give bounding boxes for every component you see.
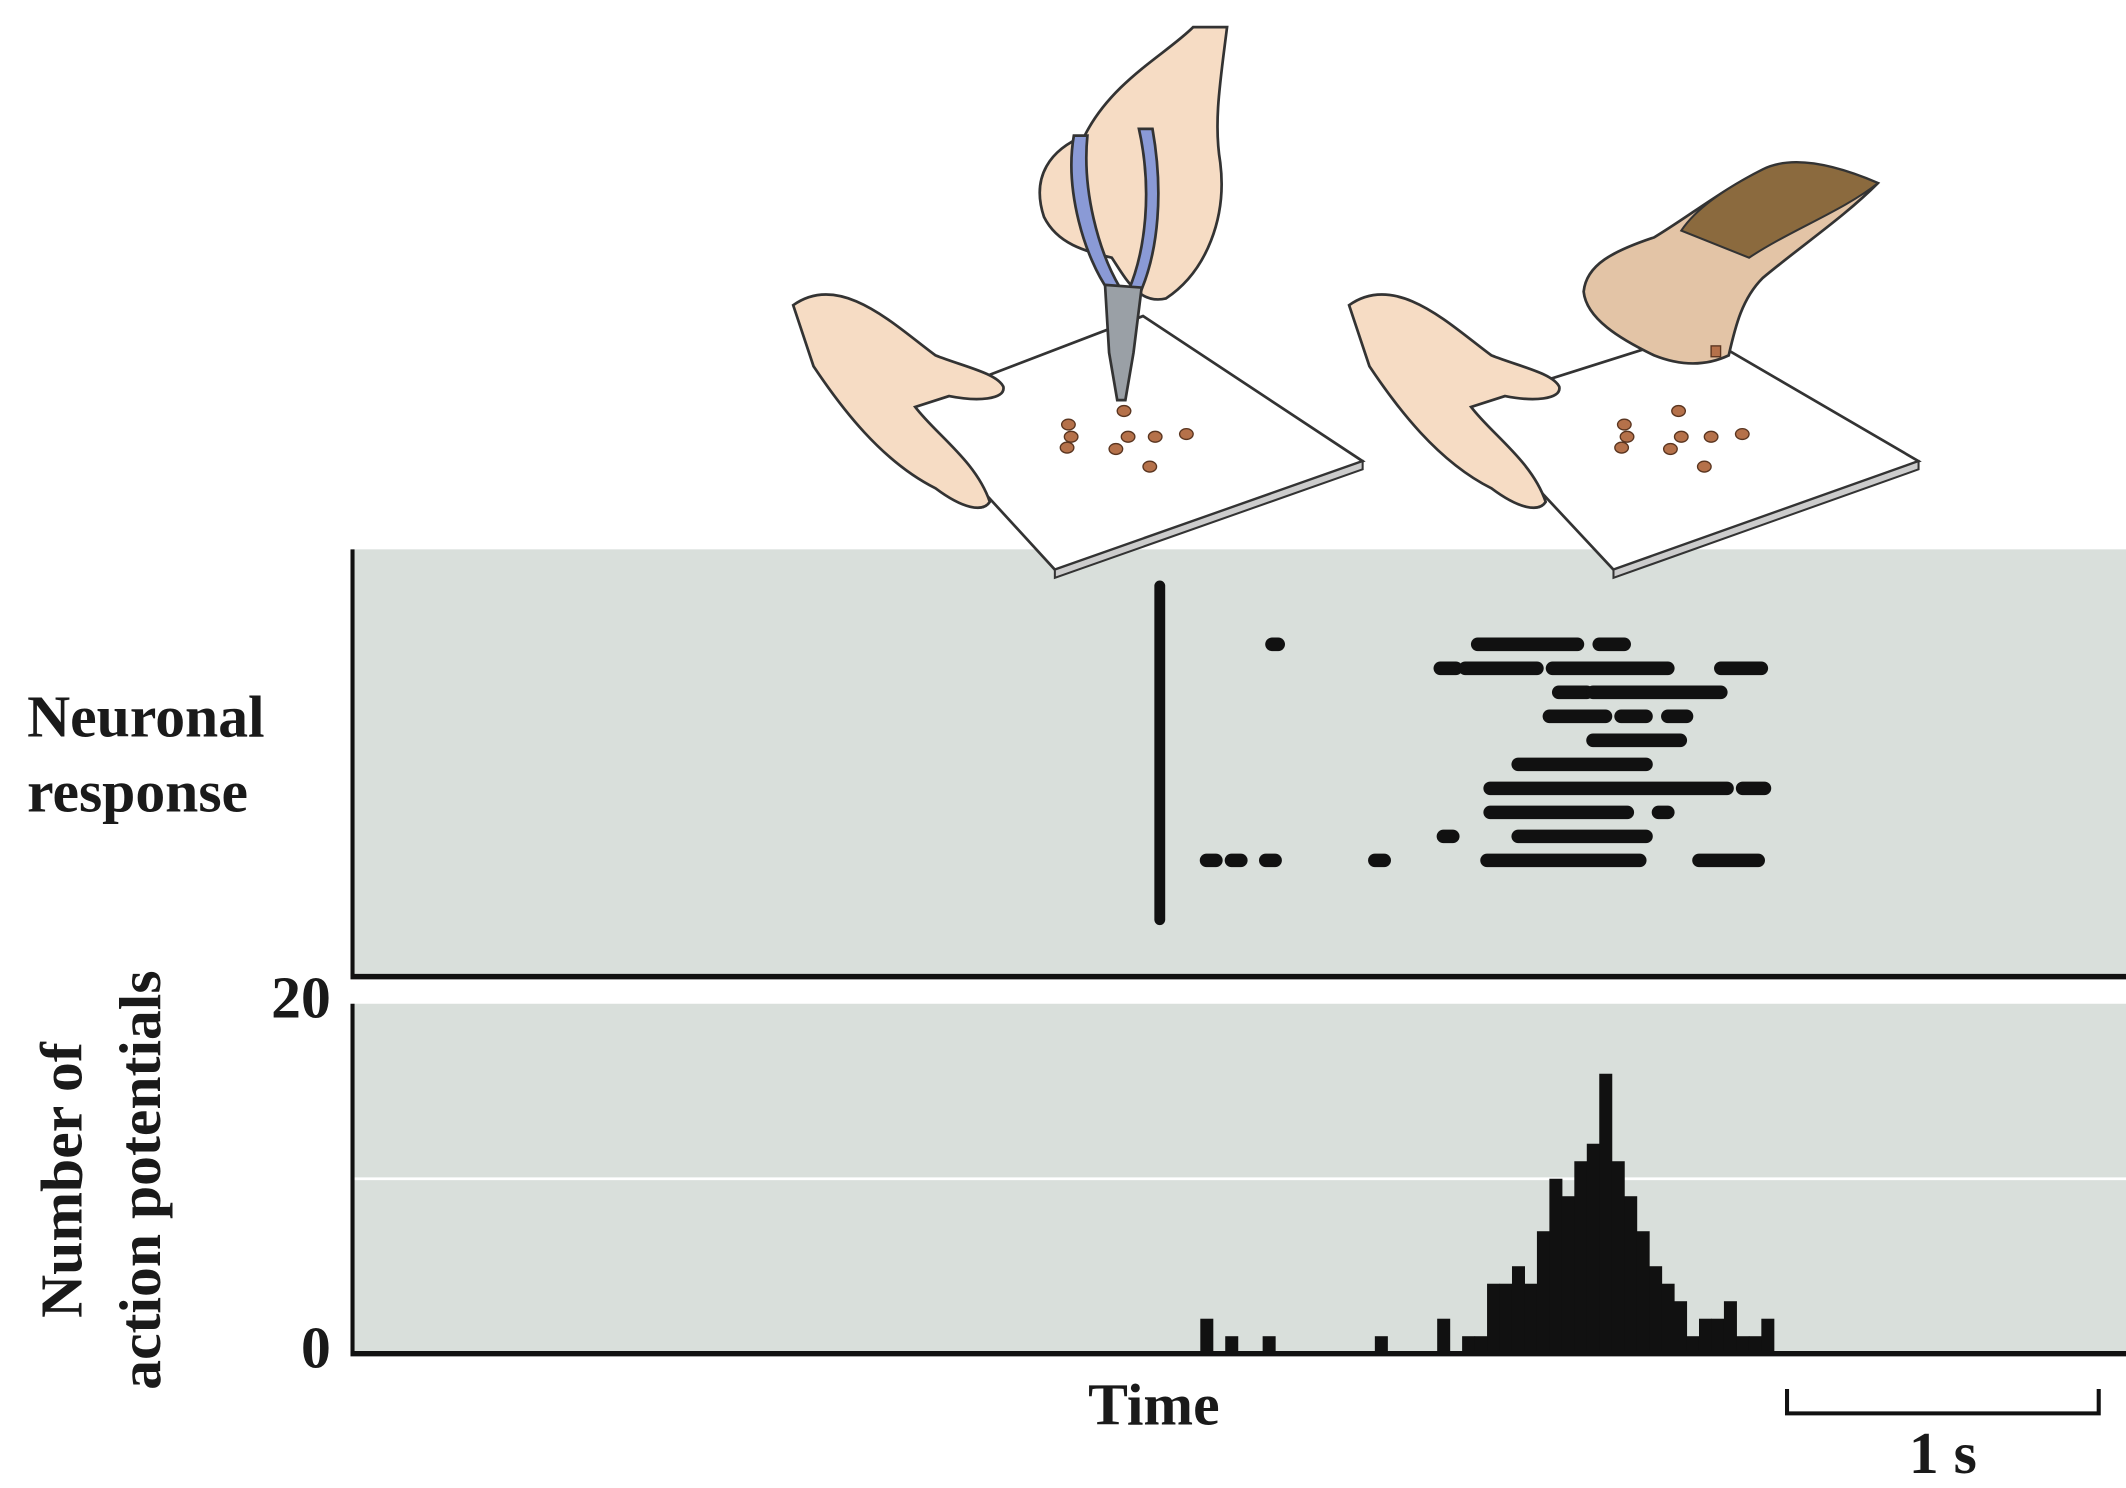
histogram-bar [1200, 1319, 1213, 1354]
page: {"chart_data": [ {"type": "raster", "yla… [0, 0, 2126, 1488]
histogram-bar [1662, 1284, 1675, 1354]
illustration-pliers [793, 27, 1362, 578]
histogram-bar [1524, 1284, 1537, 1354]
y-tick-label: 0 [301, 1314, 331, 1380]
histogram-bar [1637, 1231, 1650, 1353]
scale-bar-label: 1 s [1909, 1420, 1977, 1486]
histogram-bar [1587, 1144, 1600, 1354]
histogram-bar [1512, 1266, 1525, 1353]
histogram-bar [1761, 1319, 1774, 1354]
y-tick-label: 20 [271, 964, 331, 1030]
x-axis-label: Time [1088, 1371, 1219, 1437]
histogram-bar [1574, 1161, 1587, 1353]
panel-background [353, 549, 2126, 976]
histogram-bar [1549, 1179, 1562, 1354]
y-axis-label: Number of [28, 1041, 94, 1318]
histogram-bar [1699, 1319, 1712, 1354]
histogram-bar [1500, 1284, 1513, 1354]
illustration-monkey-hand [1349, 162, 1918, 577]
panels [353, 549, 2126, 1353]
histogram-bar [1624, 1196, 1637, 1353]
histogram-bar [1674, 1301, 1687, 1353]
histogram-bar [1599, 1074, 1612, 1354]
scale-bar [1787, 1389, 2099, 1413]
histogram-bar [1487, 1284, 1500, 1354]
histogram-bar [1537, 1231, 1550, 1353]
histogram-bar [1562, 1196, 1575, 1353]
figure: Neuronal response Number of action poten… [0, 0, 2126, 1488]
histogram-bar [1711, 1319, 1724, 1354]
raster-label: response [27, 758, 248, 824]
histogram-bar [1437, 1319, 1450, 1354]
histogram-bar [1724, 1301, 1737, 1353]
histogram-bar [1612, 1161, 1625, 1353]
y-axis-label: action potentials [107, 970, 173, 1389]
raster-label: Neuronal [27, 684, 265, 750]
histogram-bar [1649, 1266, 1662, 1353]
